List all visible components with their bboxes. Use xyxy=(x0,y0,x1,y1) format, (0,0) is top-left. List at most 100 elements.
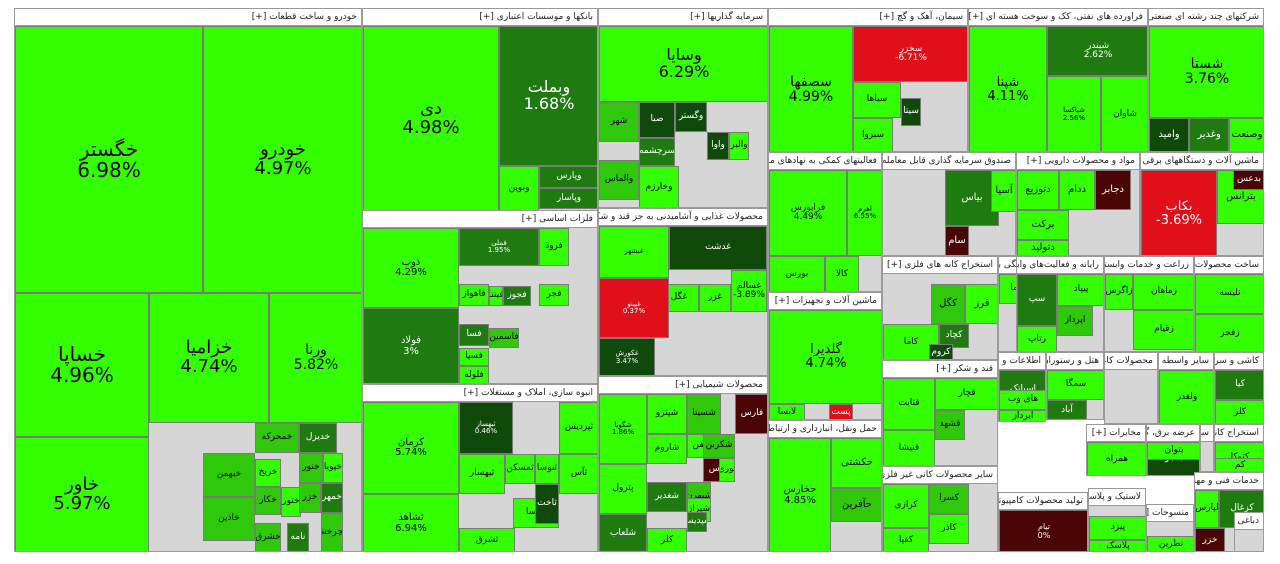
treemap-tile[interactable]: شکربن xyxy=(703,434,735,458)
treemap-tile[interactable]: فاسمین xyxy=(489,328,519,348)
treemap-tile[interactable]: خاذین xyxy=(203,497,255,541)
sector-title[interactable]: زراعت و خدمات وابسته [+] xyxy=(1105,257,1193,274)
treemap-tile[interactable]: حآفرین xyxy=(831,488,881,522)
treemap-tile[interactable]: ثبهسار xyxy=(459,454,505,494)
treemap-tile[interactable]: غپینو 0.37% xyxy=(599,278,669,338)
treemap-tile[interactable]: کسرا xyxy=(929,484,969,514)
treemap-tile[interactable]: آباد xyxy=(1047,400,1087,419)
treemap-tile[interactable]: بکاب -3.69% xyxy=(1141,170,1217,255)
treemap-tile[interactable]: فرابورس 4.49% xyxy=(769,170,847,256)
treemap-tile[interactable]: فاهواز xyxy=(459,284,489,306)
treemap-tile[interactable]: حکشتی xyxy=(831,438,881,488)
treemap-tile[interactable]: نوری xyxy=(719,458,735,482)
treemap-tile[interactable]: شاوان xyxy=(1101,76,1147,151)
treemap-tile[interactable]: سصفها 4.99% xyxy=(769,26,853,151)
treemap-tile[interactable]: بورس xyxy=(769,256,825,291)
treemap-tile[interactable]: خزر xyxy=(299,483,321,513)
treemap-tile[interactable]: شغدیر xyxy=(647,482,687,512)
treemap-tile[interactable]: پلاسک xyxy=(1089,540,1145,551)
treemap-tile[interactable]: فسا xyxy=(459,324,489,346)
sector-title[interactable]: سایر محصولات کانی غیر فلزی [+] xyxy=(883,467,997,484)
treemap-tile[interactable]: خزامیا 4.74% xyxy=(149,293,269,423)
sector-title[interactable]: ماشین آلات و دستگاههای برقی [+] xyxy=(1141,153,1263,170)
treemap-tile[interactable]: قثابت xyxy=(883,378,935,430)
treemap-tile[interactable]: فرز xyxy=(965,284,997,324)
treemap-tile[interactable]: اپرداز xyxy=(1057,306,1093,336)
treemap-tile[interactable]: پیزد xyxy=(1089,516,1145,540)
treemap-tile[interactable]: شپترو xyxy=(647,394,687,434)
treemap-tile[interactable]: ثبهساز 0.46% xyxy=(459,402,513,454)
treemap-tile[interactable]: زاگرس xyxy=(1105,274,1133,310)
treemap-tile[interactable]: خاور 5.97% xyxy=(15,437,149,551)
sector-title[interactable]: خدمات فنی و مهندسی [+] xyxy=(1195,473,1263,490)
treemap-tile[interactable]: والماس xyxy=(599,160,639,200)
treemap-tile[interactable]: پیپاد xyxy=(1057,274,1103,306)
sector-title[interactable]: دباغی [+] xyxy=(1235,513,1263,530)
treemap-tile[interactable]: ثآس xyxy=(559,454,597,494)
treemap-tile[interactable]: واوا xyxy=(707,132,729,160)
treemap-tile[interactable]: ونوین xyxy=(499,166,539,211)
treemap-tile[interactable]: غزر xyxy=(699,284,731,312)
treemap-tile[interactable]: وبملت 1.68% xyxy=(499,26,597,166)
treemap-tile[interactable]: سخزر -6.71% xyxy=(853,26,967,82)
treemap-tile[interactable]: کرازی xyxy=(883,484,929,528)
treemap-tile[interactable]: اهرم 6.55% xyxy=(847,170,881,256)
treemap-tile[interactable]: شپنا 4.11% xyxy=(969,26,1047,151)
treemap-tile[interactable]: خبهمن xyxy=(203,453,255,497)
sector-title[interactable]: محصولات غذایی و آشامیدنی به جز قند و شکر… xyxy=(599,209,767,226)
treemap-tile[interactable]: نامه xyxy=(287,523,309,551)
treemap-tile[interactable]: های وب xyxy=(999,390,1045,410)
treemap-tile[interactable]: زقیام xyxy=(1133,310,1193,350)
treemap-tile[interactable]: شهر xyxy=(599,102,639,142)
treemap-tile[interactable]: ثشرق xyxy=(459,528,515,551)
treemap-tile[interactable]: والبر xyxy=(729,132,749,160)
treemap-tile[interactable]: خزر xyxy=(1195,528,1225,551)
treemap-tile[interactable]: فملی 1.95% xyxy=(459,228,539,266)
sector-title[interactable]: محصولات شیمیایی [+] xyxy=(599,377,767,394)
treemap-tile[interactable]: فارس xyxy=(735,394,767,434)
treemap-tile[interactable]: خپویا xyxy=(323,453,343,483)
treemap-tile[interactable]: صبا xyxy=(639,102,675,138)
treemap-tile[interactable]: تیام 0% xyxy=(999,510,1087,551)
treemap-tile[interactable]: غبشهر xyxy=(599,226,669,278)
treemap-tile[interactable]: خگستر 6.98% xyxy=(15,26,203,293)
treemap-tile[interactable]: حخارس 4.85% xyxy=(769,438,831,551)
sector-title[interactable]: محصولات کاغذی [+] xyxy=(1105,353,1157,370)
treemap-tile[interactable]: خریخ xyxy=(255,459,281,487)
treemap-tile[interactable]: سیتا xyxy=(901,98,921,126)
sector-title[interactable]: فراورده های نفتی، کک و سوخت هسته ای [+] xyxy=(969,9,1147,26)
sector-title[interactable]: منسوجات [+] xyxy=(1147,505,1193,522)
treemap-tile[interactable]: بیاس xyxy=(945,170,999,226)
treemap-tile[interactable]: فجوز xyxy=(503,286,531,306)
treemap-tile[interactable]: سبزوا xyxy=(853,118,893,151)
sector-title[interactable]: صندوق سرمایه گذاری قابل معامله [+] xyxy=(883,153,1015,170)
treemap-tile[interactable]: سپ xyxy=(1017,274,1057,326)
treemap-tile[interactable]: شگویا 1.86% xyxy=(599,394,647,464)
treemap-tile[interactable]: خشرق xyxy=(255,523,281,551)
treemap-tile[interactable]: فولاد 3% xyxy=(363,308,459,383)
treemap-tile[interactable]: وسایا 6.29% xyxy=(599,26,767,102)
sector-title[interactable]: کاشی و سرامیک [+] xyxy=(1215,353,1263,370)
treemap-tile[interactable]: شبندر 2.62% xyxy=(1047,26,1147,76)
sector-title[interactable]: ساخت محصولات فلزی [+] xyxy=(1195,257,1263,274)
treemap-tile[interactable]: ددام xyxy=(1059,170,1095,210)
treemap-tile[interactable]: بدعس xyxy=(1233,170,1263,190)
treemap-tile[interactable]: شپاکسا 2.56% xyxy=(1047,76,1101,151)
treemap-tile[interactable]: گلدیرا 4.74% xyxy=(769,310,881,404)
treemap-tile[interactable]: خمهر xyxy=(321,483,343,513)
treemap-tile[interactable]: کروم xyxy=(929,344,953,359)
treemap-tile[interactable]: شلعاب xyxy=(599,514,647,551)
treemap-tile[interactable]: ثشاهد 6.94% xyxy=(363,494,459,551)
sector-title[interactable]: اطلاعات و ارتباطات [+] xyxy=(999,353,1045,370)
sector-title[interactable]: استخراج کانه های غیر فلزی [+] xyxy=(1215,425,1263,442)
treemap-tile[interactable]: فینتا xyxy=(489,286,503,306)
treemap-tile[interactable]: خنور xyxy=(299,453,323,483)
treemap-tile[interactable]: فجر xyxy=(539,284,569,306)
treemap-tile[interactable]: شپدیس xyxy=(687,512,707,532)
treemap-tile[interactable]: ختور xyxy=(281,487,301,517)
treemap-tile[interactable]: ثپردیس xyxy=(559,402,597,454)
sector-title[interactable]: حمل ونقل، انبارداری و ارتباطات [+] xyxy=(769,421,881,438)
sector-title[interactable]: سرمایه گذاریها [+] xyxy=(599,9,767,26)
treemap-tile[interactable]: پست xyxy=(829,404,853,419)
treemap-tile[interactable]: کیا xyxy=(1215,370,1263,400)
